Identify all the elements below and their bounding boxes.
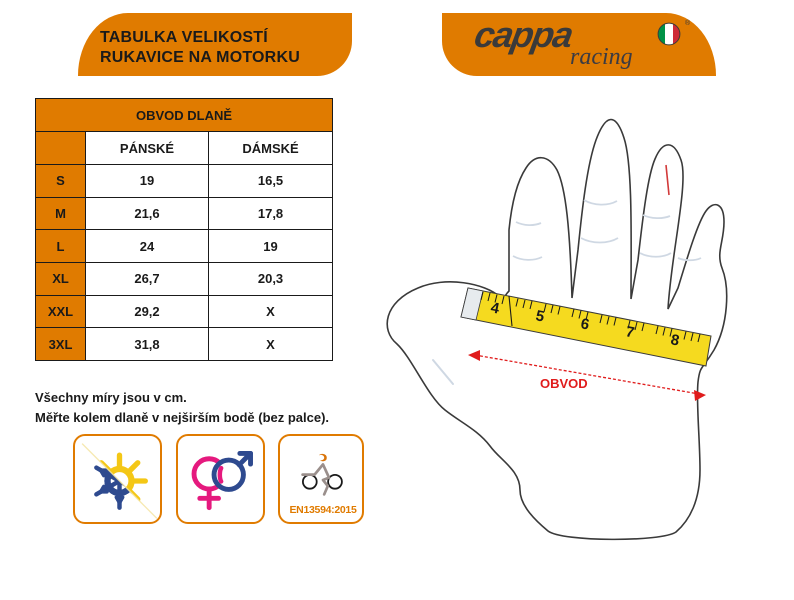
svg-text:OBVOD: OBVOD [540, 376, 588, 391]
